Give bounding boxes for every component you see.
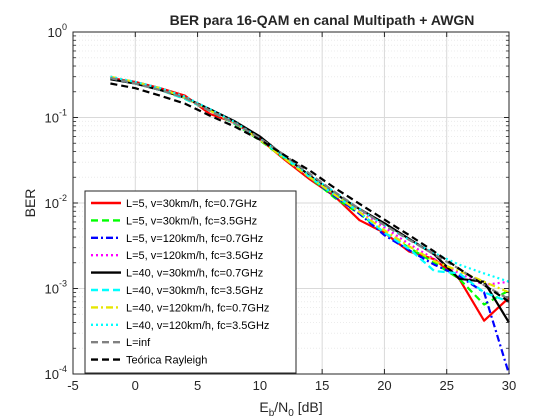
x-tick-label: 15 xyxy=(315,378,329,393)
series-layer xyxy=(110,75,511,375)
x-tick-label: 30 xyxy=(502,378,516,393)
legend-label: L=40, v=30km/h, fc=3.5GHz xyxy=(126,285,263,297)
y-tick-label: 10-3 xyxy=(45,279,67,297)
x-tick-label: 10 xyxy=(253,378,267,393)
legend-label: L=5, v=30km/h, fc=3.5GHz xyxy=(126,215,257,227)
legend-label: Teórica Rayleigh xyxy=(126,355,207,367)
series-line-l-inf xyxy=(110,76,510,301)
x-tick-label: 25 xyxy=(439,378,453,393)
x-axis-label: Eb/N0 [dB] xyxy=(259,399,322,419)
legend-label: L=40, v=30km/h, fc=0.7GHz xyxy=(126,268,263,280)
x-tick-label: 20 xyxy=(377,378,391,393)
y-tick-label: 10-2 xyxy=(45,193,67,211)
y-tick-labels: 100 10-1 10-2 10-3 10-4 xyxy=(45,22,67,382)
series-line-te-rica-rayleigh xyxy=(110,82,510,303)
x-tick-label: 5 xyxy=(194,378,201,393)
x-tick-label: 0 xyxy=(132,378,139,393)
x-tick-label: -5 xyxy=(67,378,79,393)
legend-label: L=5, v=120km/h, fc=3.5GHz xyxy=(126,250,263,262)
y-tick-label: 10-4 xyxy=(45,364,67,382)
y-axis-label: BER xyxy=(22,189,38,218)
legend-label: L=5, v=30km/h, fc=0.7GHz xyxy=(126,198,257,210)
series-line-l-40-v-120km-h-fc-0-7ghz xyxy=(110,75,510,294)
legend-label: L=inf xyxy=(126,337,151,349)
legend-label: L=5, v=120km/h, fc=0.7GHz xyxy=(126,233,263,245)
legend-label: L=40, v=120km/h, fc=3.5GHz xyxy=(126,320,269,332)
y-tick-label: 10-1 xyxy=(45,108,67,126)
legend: L=5, v=30km/h, fc=0.7GHz L=5, v=30km/h, f… xyxy=(84,190,297,374)
series-line-l-5-v-30km-h-fc-0-7ghz xyxy=(110,76,510,322)
x-tick-labels: -5 0 5 10 15 20 25 30 xyxy=(67,378,516,393)
legend-box xyxy=(84,190,297,374)
y-tick-label: 100 xyxy=(48,22,67,40)
chart-title: BER para 16-QAM en canal Multipath + AWG… xyxy=(170,12,475,28)
legend-label: L=40, v=120km/h, fc=0.7GHz xyxy=(126,302,269,314)
